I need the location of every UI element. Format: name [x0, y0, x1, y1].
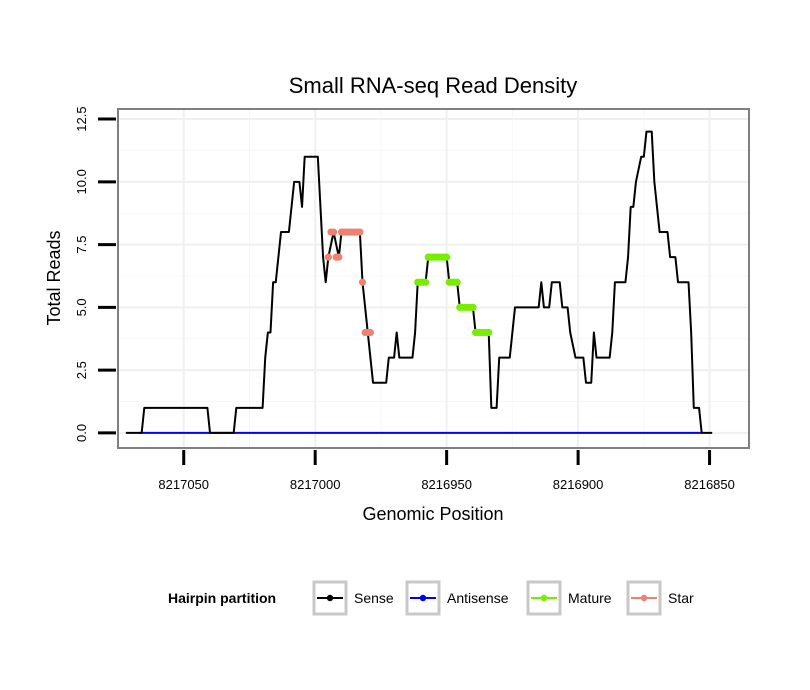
data-point-star [356, 228, 364, 236]
legend-keys: Sense Antisense Mature Star [312, 580, 694, 616]
plot-border [117, 108, 750, 449]
legend-item-antisense: Antisense [405, 580, 509, 616]
grid-lines [118, 109, 749, 448]
legend-key-dot [640, 594, 648, 602]
data-point-star [324, 253, 332, 261]
legend-item-mature: Mature [526, 580, 612, 616]
data-point-mature [453, 278, 461, 286]
data-point-star [329, 228, 338, 236]
x-axis-title: Genomic Position [362, 504, 503, 524]
x-tick-label: 8217050 [158, 477, 209, 492]
legend: Hairpin partition Sense Antisense Mature St… [168, 580, 694, 616]
data-point-mature [422, 278, 430, 286]
series-points-mature [414, 253, 493, 337]
legend-item-sense: Sense [312, 580, 394, 616]
legend-label: Sense [354, 590, 394, 606]
legend-title: Hairpin partition [168, 590, 276, 606]
y-tick-label: 7.5 [74, 236, 89, 254]
legend-label: Star [668, 590, 694, 606]
x-tick-label: 8216900 [553, 477, 604, 492]
legend-label: Antisense [447, 590, 509, 606]
chart-title: Small RNA-seq Read Density [289, 73, 578, 98]
legend-key-dot [540, 594, 548, 602]
data-point-star [335, 253, 343, 261]
data-point-mature [485, 328, 493, 337]
plot-background [118, 109, 749, 448]
x-tick-label: 8217000 [290, 477, 341, 492]
x-axis-ticks: 8217050 8217000 8216950 8216900 8216850 [158, 450, 735, 492]
y-tick-label: 0.0 [74, 424, 89, 442]
legend-key-dot [419, 594, 427, 602]
legend-key-dot [326, 594, 334, 602]
y-tick-label: 10.0 [74, 169, 89, 194]
series-points-star [324, 228, 374, 337]
x-tick-label: 8216950 [421, 477, 472, 492]
data-point-mature [469, 303, 477, 311]
y-tick-label: 2.5 [74, 361, 89, 379]
data-point-star [366, 328, 374, 337]
y-tick-label: 5.0 [74, 298, 89, 316]
series-layer [125, 130, 713, 434]
y-tick-label: 12.5 [74, 106, 89, 131]
data-point-star [358, 278, 367, 286]
plot-panel [117, 108, 750, 449]
legend-item-star: Star [626, 580, 694, 616]
legend-label: Mature [568, 590, 612, 606]
x-tick-label: 8216850 [684, 477, 735, 492]
y-axis-ticks: 0.0 2.5 5.0 7.5 10.0 12.5 [74, 106, 116, 442]
data-point-mature [443, 253, 451, 261]
y-axis-title: Total Reads [44, 230, 64, 325]
